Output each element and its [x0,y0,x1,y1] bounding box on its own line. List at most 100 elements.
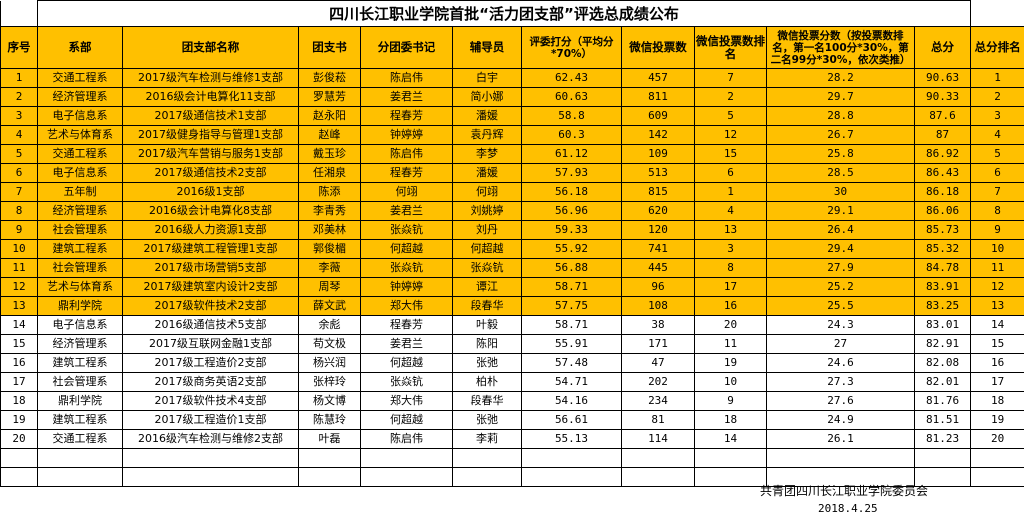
cell-votes: 202 [621,372,695,392]
cell-dept: 经济管理系 [37,201,123,221]
cell-secretary: 李青秀 [298,201,361,221]
cell-total-rank: 8 [970,201,1024,221]
cell-votes: 445 [621,258,695,278]
table-row: 11 社会管理系 2017级市场营销5支部 李薇 张焱钪 张焱钪 56.88 445 8 27.9… [0,258,1024,278]
cell-idx: 17 [0,372,38,392]
cell-total-rank: 5 [970,144,1024,164]
cell-dept: 经济管理系 [37,87,123,107]
header-row: 序号 系部 团支部名称 团支书 分团委书记 辅导员 评委打分（平均分*70%） … [0,26,1024,69]
cell-total: 87 [913,125,972,145]
cell-secretary: 陈慧玲 [298,410,361,430]
footer-organization: 共青团四川长江职业学院委员会 [760,484,929,498]
cell-judge: 56.61 [521,410,622,430]
cell-secretary: 戴玉珍 [298,144,361,164]
cell-idx: 18 [0,391,38,411]
cell-vote-rank: 5 [694,106,767,126]
cell-votes: 96 [621,277,695,297]
cell-branch: 2017级通信技术2支部 [122,163,299,183]
cell-vote-score: 25.2 [766,277,915,297]
cell-idx: 13 [0,296,38,316]
cell-secretary: 叶磊 [298,429,361,449]
table-row: 16 建筑工程系 2017级工程造价2支部 杨兴润 何超越 张弛 57.48 47 19 24.6… [0,353,1024,373]
cell-dept: 社会管理系 [37,258,123,278]
cell-idx: 5 [0,144,38,164]
cell-secretary: 任湘泉 [298,163,361,183]
cell-dept: 交通工程系 [37,429,123,449]
cell-committee: 钟婷婷 [360,125,453,145]
cell-total-rank: 1 [970,68,1024,88]
cell-committee: 张焱钪 [360,258,453,278]
table-row: 18 鼎利学院 2017级软件技术4支部 杨文博 郑大伟 段春华 54.16 234 9 27.6… [0,391,1024,411]
cell-judge: 58.71 [521,315,622,335]
cell-counselor: 白宇 [452,68,522,88]
cell-idx: 4 [0,125,38,145]
cell-secretary: 邓美林 [298,220,361,240]
cell-vote-score: 26.1 [766,429,915,449]
cell-votes: 513 [621,163,695,183]
table-row: 20 交通工程系 2016级汽车检测与维修2支部 叶磊 陈启伟 李莉 55.13 114 14 2… [0,429,1024,449]
cell-vote-rank: 14 [694,429,767,449]
cell-total: 85.73 [913,220,972,240]
cell-total-rank: 16 [970,353,1024,373]
cell-dept: 艺术与体育系 [37,125,123,145]
cell-total: 86.06 [913,201,972,221]
header-dept: 系部 [37,26,123,69]
cell-dept: 建筑工程系 [37,410,123,430]
title-row: 四川长江职业学院首批“活力团支部”评选总成绩公布 [0,0,1024,27]
cell-total-rank: 4 [970,125,1024,145]
cell-total-rank: 3 [970,106,1024,126]
footer-date: 2018.4.25 [818,502,878,515]
cell-idx: 7 [0,182,38,202]
cell-dept: 经济管理系 [37,334,123,354]
cell-vote-rank: 4 [694,201,767,221]
cell-judge: 56.88 [521,258,622,278]
cell-counselor: 李梦 [452,144,522,164]
cell-judge: 58.8 [521,106,622,126]
cell-votes: 815 [621,182,695,202]
cell-branch: 2017级商务英语2支部 [122,372,299,392]
cell-total: 86.92 [913,144,972,164]
cell-total-rank: 12 [970,277,1024,297]
cell-votes: 457 [621,68,695,88]
table-row: 14 电子信息系 2016级通信技术5支部 余彪 程春芳 叶毅 58.71 38 20 24.3 8… [0,315,1024,335]
cell-counselor: 段春华 [452,391,522,411]
cell-secretary: 罗慧芳 [298,87,361,107]
cell-vote-rank: 11 [694,334,767,354]
cell-secretary: 余彪 [298,315,361,335]
cell-vote-score: 27.6 [766,391,915,411]
cell-judge: 55.91 [521,334,622,354]
cell-branch: 2017级建筑室内设计2支部 [122,277,299,297]
cell-dept: 鼎利学院 [37,391,123,411]
cell-idx: 6 [0,163,38,183]
header-total-rank: 总分排名 [970,26,1024,69]
cell-vote-rank: 2 [694,87,767,107]
cell-committee: 姜君兰 [360,334,453,354]
cell-total-rank: 7 [970,182,1024,202]
cell-idx: 3 [0,106,38,126]
cell-committee: 程春芳 [360,163,453,183]
cell-vote-score: 24.3 [766,315,915,335]
cell-branch: 2016级1支部 [122,182,299,202]
cell-total: 82.91 [913,334,972,354]
cell-total: 87.6 [913,106,972,126]
cell-judge: 56.18 [521,182,622,202]
cell-branch: 2017级工程造价2支部 [122,353,299,373]
cell-dept: 社会管理系 [37,220,123,240]
cell-votes: 108 [621,296,695,316]
cell-secretary: 赵永阳 [298,106,361,126]
cell-votes: 81 [621,410,695,430]
cell-counselor: 段春华 [452,296,522,316]
table-row: 12 艺术与体育系 2017级建筑室内设计2支部 周琴 钟婷婷 谭江 58.71 96 17 25… [0,277,1024,297]
cell-votes: 120 [621,220,695,240]
cell-idx: 20 [0,429,38,449]
cell-total: 81.51 [913,410,972,430]
cell-committee: 郑大伟 [360,296,453,316]
cell-judge: 62.43 [521,68,622,88]
table-row: 10 建筑工程系 2017级建筑工程管理1支部 郭俊楣 何超越 何超越 55.92 741 3 2… [0,239,1024,259]
cell-counselor: 袁丹辉 [452,125,522,145]
cell-committee: 何翊 [360,182,453,202]
cell-idx: 19 [0,410,38,430]
cell-committee: 钟婷婷 [360,277,453,297]
cell-judge: 55.92 [521,239,622,259]
